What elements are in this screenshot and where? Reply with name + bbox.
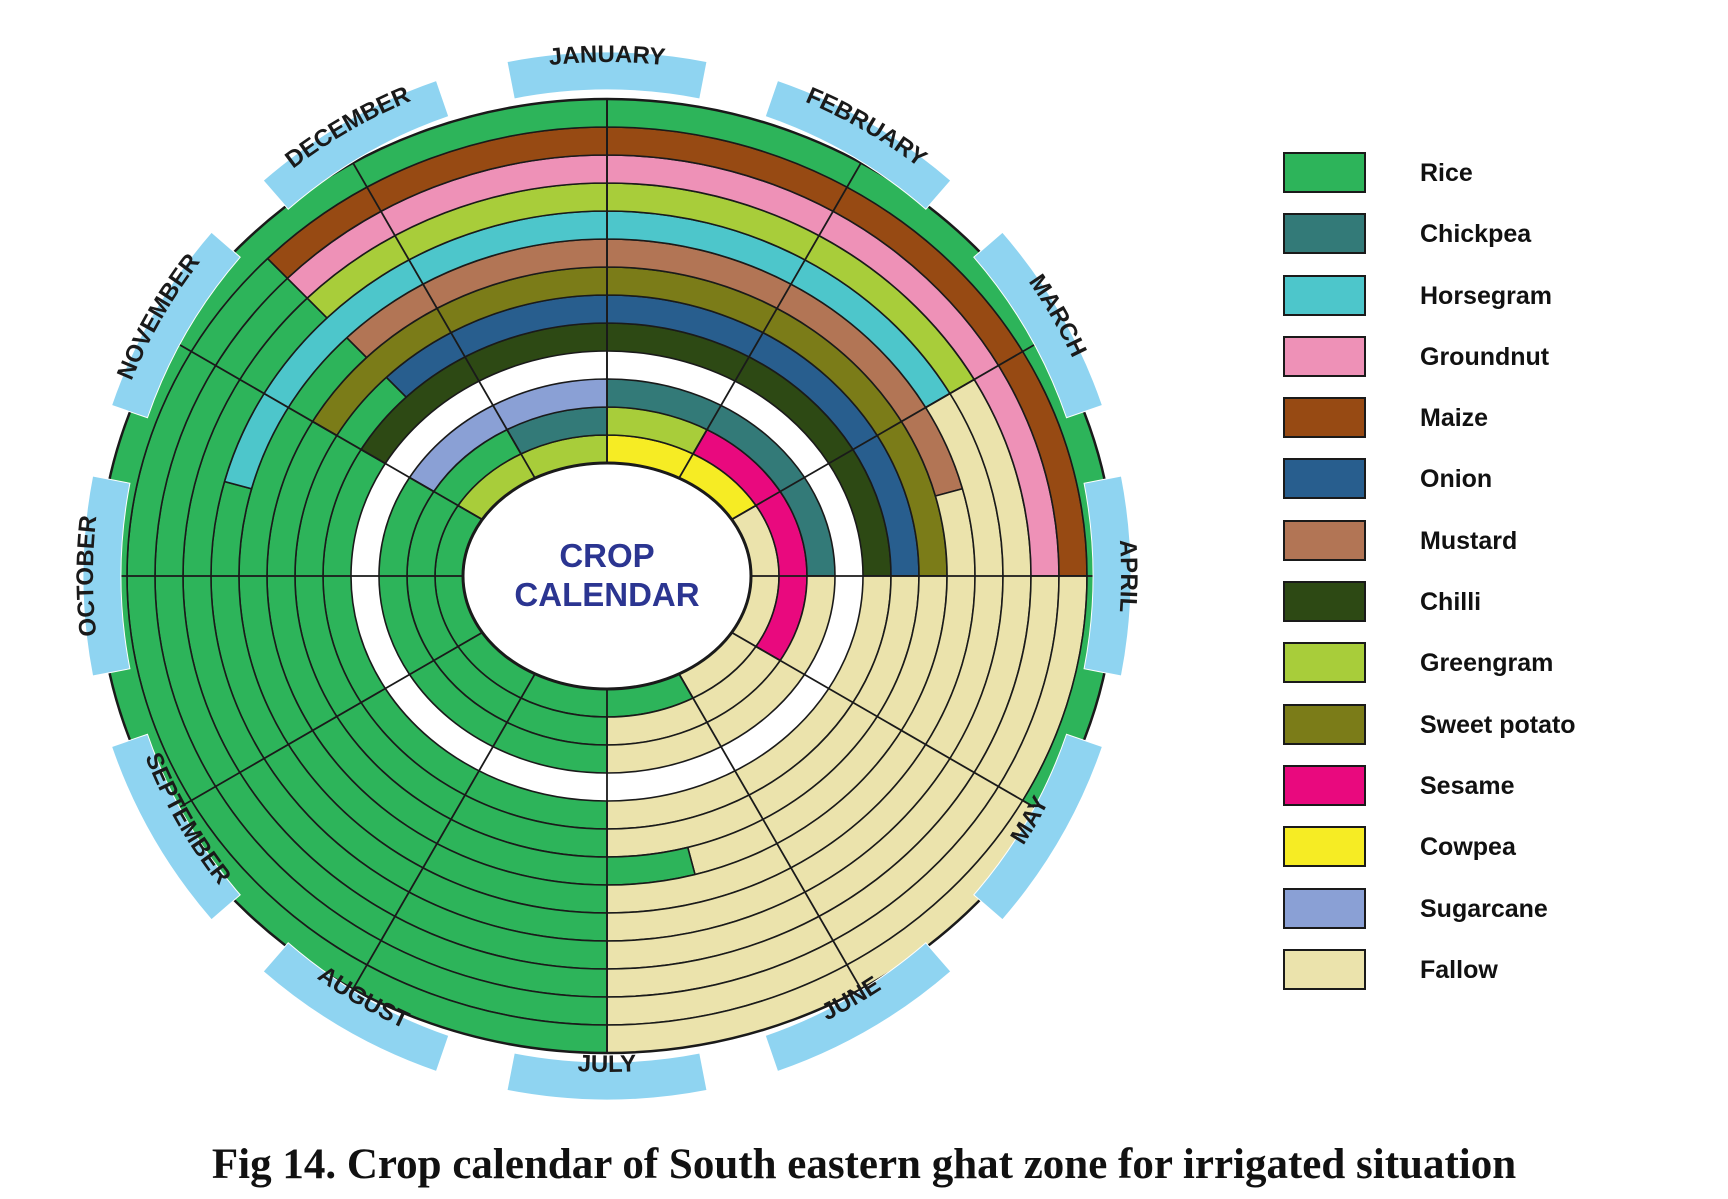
month-divider <box>166 631 483 816</box>
legend: Rice Chickpea Horsegram Groundnut Maize … <box>1283 152 1703 1010</box>
legend-swatch <box>1283 519 1366 561</box>
month-label-text: JULY <box>577 1050 637 1078</box>
legend-item-groundnut: Groundnut <box>1283 335 1703 397</box>
legend-swatch <box>1283 764 1366 806</box>
legend-label: Groundnut <box>1420 342 1550 371</box>
legend-swatch <box>1283 703 1366 745</box>
center-title-line-1: CROP <box>559 537 654 574</box>
month-divider <box>352 673 536 990</box>
legend-item-maize: Maize <box>1283 397 1703 458</box>
legend-label: Greengram <box>1420 649 1554 678</box>
legend-item-chilli: Chilli <box>1283 581 1703 642</box>
month-label-april: APRIL <box>1114 539 1142 613</box>
legend-swatch <box>1283 887 1366 929</box>
month-tab <box>506 1052 708 1101</box>
legend-swatch <box>1283 397 1366 439</box>
legend-item-onion: Onion <box>1283 458 1703 519</box>
legend-item-fallow: Fallow <box>1283 948 1703 1010</box>
legend-item-sesame: Sesame <box>1283 764 1703 826</box>
legend-label: Horsegram <box>1420 281 1552 310</box>
month-divider <box>731 631 1048 816</box>
legend-label: Fallow <box>1420 955 1498 984</box>
legend-swatch <box>1283 213 1366 255</box>
legend-swatch <box>1283 581 1366 623</box>
crop-calendar-wheel: JANUARYFEBRUARYMARCHAPRILMAYJUNEJULYAUGU… <box>72 41 1142 1101</box>
month-label-text: OCTOBER <box>72 514 102 638</box>
legend-item-sweet-potato: Sweet potato <box>1283 703 1703 765</box>
legend-item-horsegram: Horsegram <box>1283 274 1703 336</box>
legend-label: Chilli <box>1420 588 1482 617</box>
month-label-text: JANUARY <box>547 41 666 71</box>
legend-label: Sugarcane <box>1420 894 1548 923</box>
month-label-text: APRIL <box>1114 539 1142 613</box>
figure-caption: Fig 14. Crop calendar of South eastern g… <box>211 1141 1517 1188</box>
month-tab <box>262 79 450 210</box>
legend-item-chickpea: Chickpea <box>1283 213 1703 274</box>
legend-label: Chickpea <box>1420 220 1532 249</box>
month-tab <box>973 231 1104 419</box>
legend-swatch <box>1283 335 1366 377</box>
month-label-july: JULY <box>577 1050 637 1078</box>
legend-label: Sweet potato <box>1420 710 1576 739</box>
legend-label: Onion <box>1420 465 1493 494</box>
month-label-january: JANUARY <box>547 41 666 71</box>
month-divider <box>166 336 483 521</box>
month-tab <box>110 733 241 921</box>
legend-item-sugarcane: Sugarcane <box>1283 887 1703 949</box>
legend-swatch <box>1283 826 1366 868</box>
legend-swatch <box>1283 642 1366 684</box>
month-divider <box>352 162 536 479</box>
month-labels: JANUARYFEBRUARYMARCHAPRILMAYJUNEJULYAUGU… <box>72 41 1142 1101</box>
center-title-line-2: CALENDAR <box>514 576 699 613</box>
month-tab <box>82 475 131 677</box>
month-divider <box>678 673 862 990</box>
legend-swatch <box>1283 948 1366 990</box>
legend-label: Mustard <box>1420 526 1518 555</box>
center-ellipse <box>461 461 753 691</box>
month-tab <box>262 942 450 1073</box>
month-tab <box>973 733 1104 921</box>
month-tab <box>764 79 952 210</box>
legend-item-cowpea: Cowpea <box>1283 826 1703 887</box>
legend-swatch <box>1283 458 1366 500</box>
legend-label: Maize <box>1420 404 1489 433</box>
month-tab <box>1083 475 1132 677</box>
legend-label: Cowpea <box>1420 833 1516 862</box>
legend-label: Sesame <box>1420 771 1515 800</box>
legend-swatch <box>1283 274 1366 316</box>
month-tab <box>764 942 952 1073</box>
month-divider <box>731 336 1048 521</box>
legend-label: Rice <box>1420 159 1473 187</box>
legend-item-greengram: Greengram <box>1283 642 1703 703</box>
legend-item-rice: Rice <box>1283 152 1703 213</box>
crop-rings <box>98 98 1116 1054</box>
month-tab <box>110 231 241 419</box>
legend-item-mustard: Mustard <box>1283 519 1703 581</box>
month-tab <box>506 51 708 100</box>
month-label-october: OCTOBER <box>72 514 102 638</box>
month-divider <box>678 162 862 479</box>
legend-swatch <box>1283 152 1366 193</box>
